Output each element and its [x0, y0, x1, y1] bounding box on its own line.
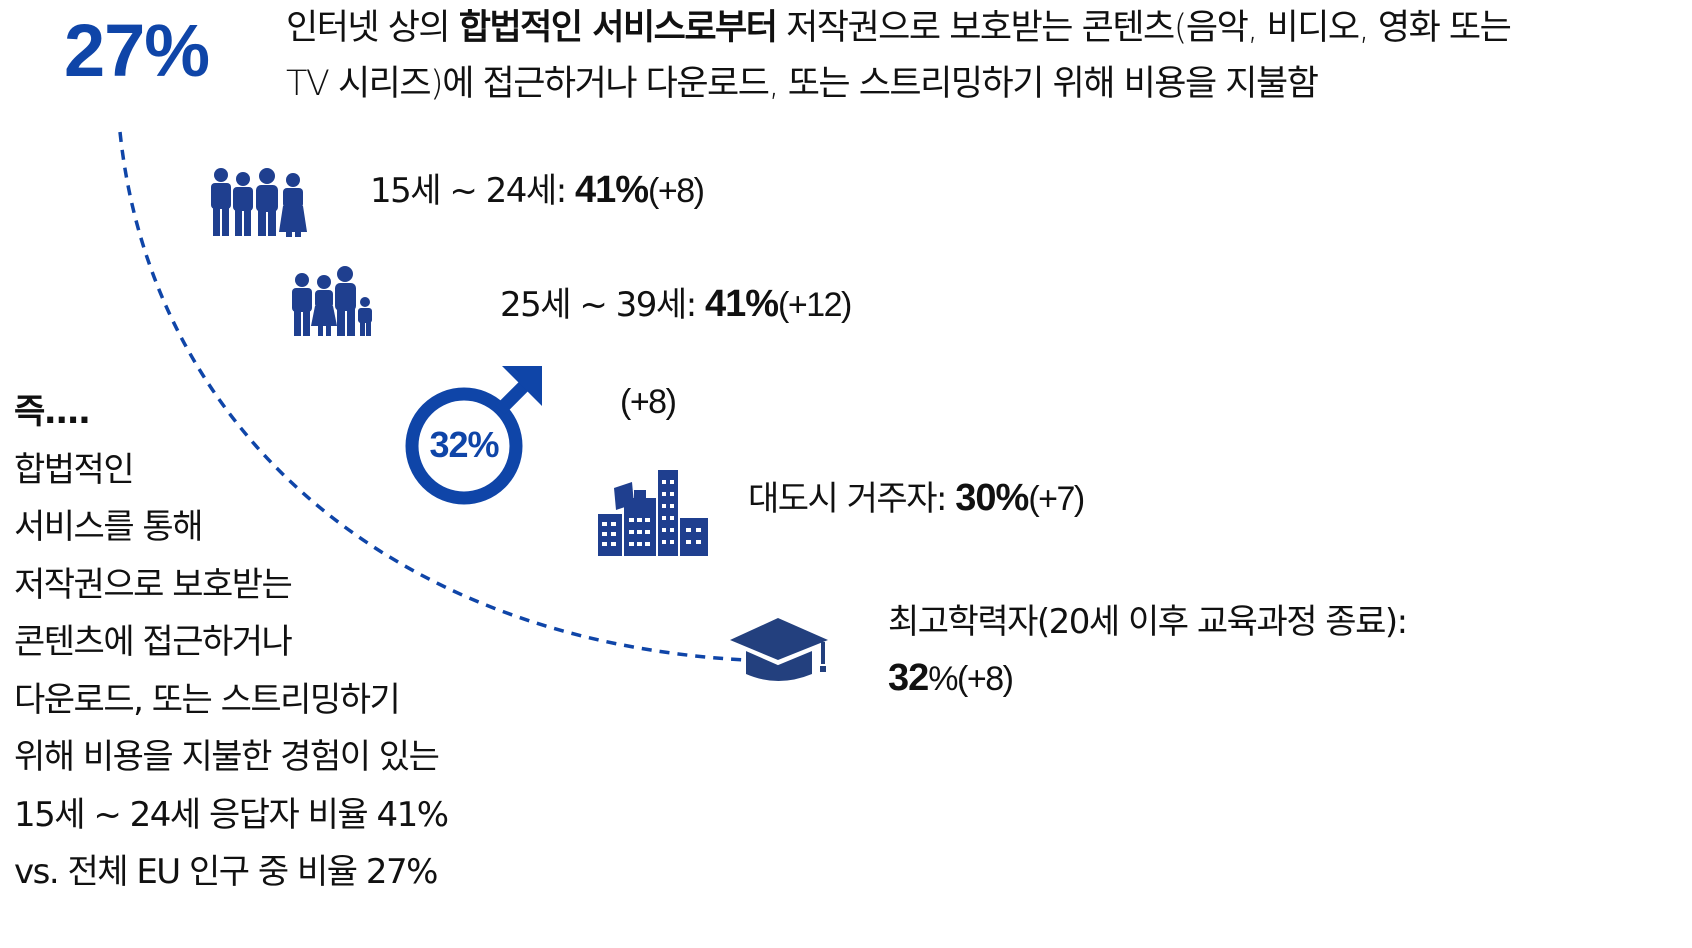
stat-age-25-39: 25세 ~ 39세: 41%(+12) — [500, 282, 852, 327]
summary-line: 저작권으로 보호받는 — [14, 564, 293, 605]
male-percent: 32% — [429, 424, 499, 465]
stat-value-suffix: % — [928, 660, 958, 698]
stat-male-delta: (+8) — [620, 380, 677, 424]
stat-delta: (+7) — [1028, 480, 1085, 518]
city-buildings-icon — [598, 470, 710, 556]
stat-highest-education: 최고학력자(20세 이후 교육과정 종료): 32%(+8) — [888, 594, 1408, 707]
summary-line: vs. 전체 EU 인구 중 비율 27% — [14, 852, 438, 892]
stat-value: 41% — [704, 283, 779, 325]
graduation-cap-icon — [730, 618, 832, 682]
summary-line: 15세 ~ 24세 응답자 비율 41% — [14, 794, 449, 835]
stat-label: 대도시 거주자: — [748, 479, 956, 519]
headline-line1-post: 저작권으로 보호받는 콘텐츠(음악, 비디오, 영화 또는 — [776, 8, 1512, 48]
stat-label: 최고학력자(20세 이후 교육과정 종료): — [888, 602, 1408, 642]
young-people-icon — [207, 166, 311, 238]
summary-lead: 즉.... — [14, 392, 91, 432]
headline-line-1: 인터넷 상의 합법적인 서비스로부터 저작권으로 보호받는 콘텐츠(음악, 비디… — [286, 0, 1512, 56]
family-icon — [290, 266, 374, 338]
headline-percent: 27% — [64, 9, 210, 92]
summary-line: 위해 비용을 지불한 경험이 있는 — [14, 737, 440, 777]
stat-delta: (+8) — [620, 383, 677, 421]
summary-block: 즉.... 합법적인 서비스를 통해 저작권으로 보호받는 콘텐츠에 접근하거나… — [14, 392, 449, 902]
headline-line1-pre: 인터넷 상의 — [286, 8, 459, 48]
stat-metro-residents: 대도시 거주자: 30%(+7) — [748, 476, 1085, 521]
stat-delta: (+8) — [648, 172, 705, 210]
stat-label: 15세 ~ 24세: — [370, 171, 575, 211]
headline-line-2: TV 시리즈)에 접근하거나 다운로드, 또는 스트리밍하기 위해 비용을 지불… — [286, 64, 1319, 104]
summary-line: 콘텐츠에 접근하거나 — [14, 622, 293, 662]
stat-value: 32 — [888, 657, 929, 699]
summary-line: 서비스를 통해 — [14, 507, 203, 547]
stat-delta: (+12) — [778, 286, 852, 324]
stat-delta: (+8) — [957, 660, 1014, 698]
stat-label: 25세 ~ 39세: — [500, 285, 705, 325]
stat-value: 41% — [574, 169, 649, 211]
stat-value: 30% — [955, 477, 1029, 519]
summary-line: 합법적인 — [14, 449, 135, 490]
stat-age-15-24: 15세 ~ 24세: 41%(+8) — [370, 168, 705, 213]
summary-line: 다운로드, 또는 스트리밍하기 — [14, 679, 401, 720]
male-symbol-icon: 32% — [402, 364, 547, 510]
headline-text: 인터넷 상의 합법적인 서비스로부터 저작권으로 보호받는 콘텐츠(음악, 비디… — [286, 0, 1512, 112]
headline-line1-bold: 합법적인 서비스로부터 — [458, 8, 778, 48]
